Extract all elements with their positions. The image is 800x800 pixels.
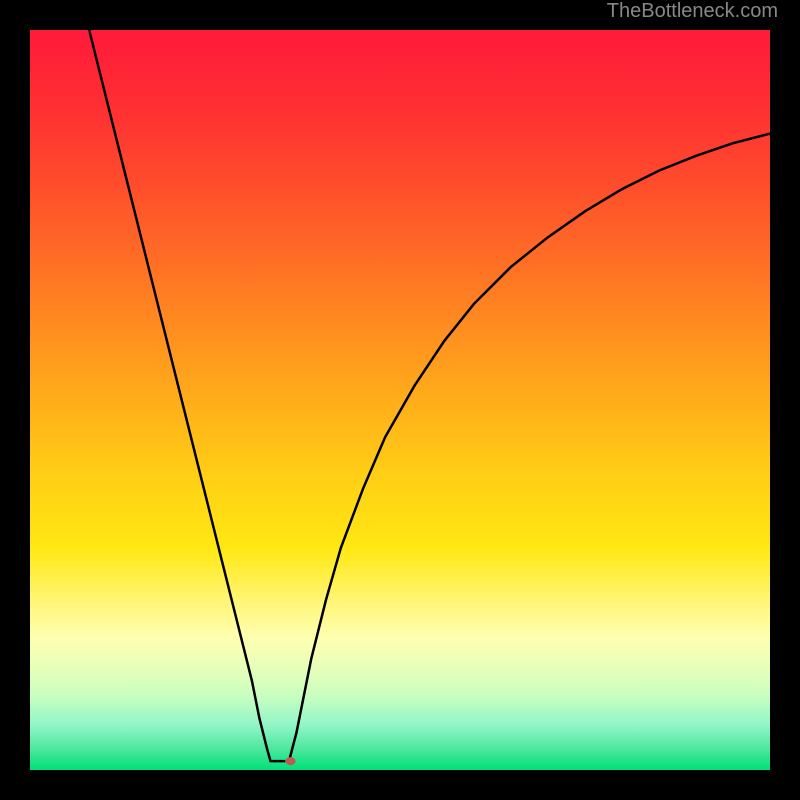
minimum-marker	[285, 757, 295, 765]
chart-background	[30, 30, 770, 770]
bottleneck-chart	[30, 30, 770, 770]
watermark-text: TheBottleneck.com	[607, 0, 778, 23]
chart-svg	[30, 30, 770, 770]
